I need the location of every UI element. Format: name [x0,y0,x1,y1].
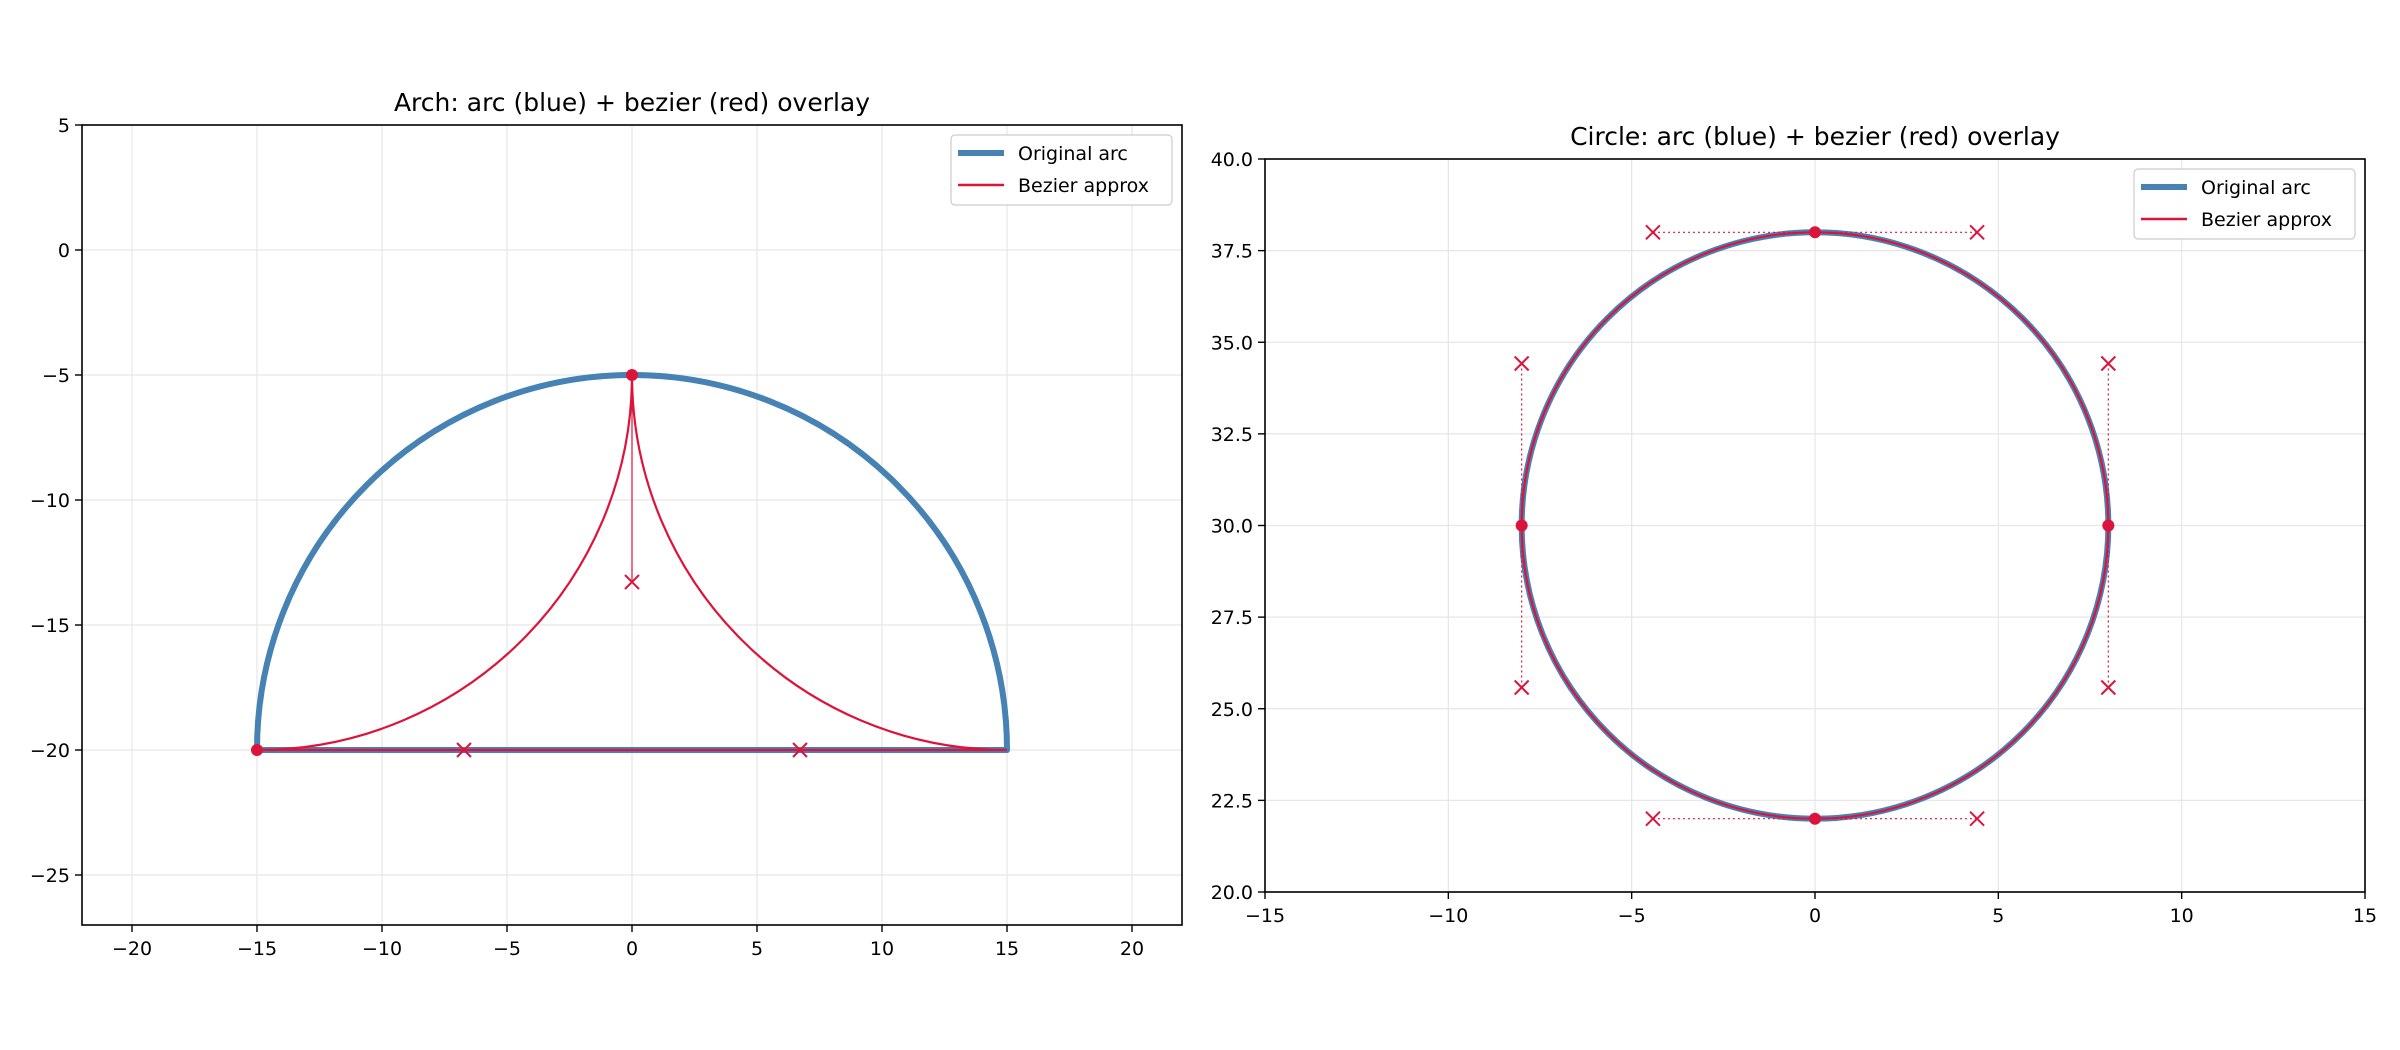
circle-control-point-stroke [1969,810,1985,827]
arch-legend-box [950,134,1173,206]
arch-control-point [624,574,640,590]
arch-x-tick-label: 15 [995,938,1019,960]
arch-y-tick-label: −5 [42,365,70,387]
circle-legend-arc-label: Original arc [2201,177,2311,199]
circle-control-point [2100,355,2117,372]
circle-x-tick-label: −15 [1245,905,1285,927]
arch-x-tick-label: −10 [362,938,402,960]
arch-anchor-point [626,369,638,381]
circle-y-ticks: 20.0 22.5 25.0 27.5 30.0 32.5 35.0 37.5 40.0 [1211,149,1265,904]
arch-control-point-stroke [456,742,472,758]
arch-title: Arch: arc (blue) + bezier (red) overlay [394,88,870,117]
circle-y-tick-label: 20.0 [1211,882,1253,904]
arch-x-tick-label: 10 [870,938,894,960]
circle-y-tick-label: 22.5 [1211,790,1253,812]
circle-x-tick-label: 15 [2353,905,2377,927]
circle-control-point-stroke [1645,810,1661,827]
circle-control-point [2100,679,2117,696]
circle-control-point-stroke [1513,679,1530,696]
arch-y-tick-label: −25 [30,865,70,887]
circle-x-tick-label: 10 [2170,905,2194,927]
arch-plot-area [251,369,1010,758]
circle-y-tick-label: 27.5 [1211,607,1253,629]
circle-legend: Original arc Bezier approx [2133,168,2356,240]
circle-control-point [1969,810,1985,827]
circle-y-tick-label: 25.0 [1211,699,1253,721]
arch-y-tick-label: −15 [30,615,70,637]
circle-y-tick-label: 40.0 [1211,149,1253,171]
arch-anchor-point [251,744,263,756]
circle-anchor-point [1515,519,1528,532]
circle-y-tick-label: 30.0 [1211,516,1253,538]
arch-panel: −20 −15 −10 −5 0 5 10 15 20 −25 −20 −15 −10 −5 0 5 Arc… [30,88,1183,960]
circle-control-point-stroke [1645,224,1661,241]
arch-y-tick-label: 5 [58,115,70,137]
circle-anchor-point [2102,519,2115,532]
arch-x-tick-label: −15 [237,938,277,960]
circle-control-point [1645,810,1661,827]
arch-legend: Original arc Bezier approx [950,134,1173,206]
circle-y-tick-label: 32.5 [1211,424,1253,446]
circle-y-tick-label: 35.0 [1211,332,1253,354]
arch-x-ticks: −20 −15 −10 −5 0 5 10 15 20 [112,925,1144,960]
circle-title: Circle: arc (blue) + bezier (red) overla… [1570,122,2060,151]
arch-control-point [792,742,808,758]
arch-original-arc [629,372,1010,753]
arch-original-arc [254,372,635,753]
arch-control-point-stroke [624,574,640,590]
arch-x-tick-label: −20 [112,938,152,960]
arch-y-tick-label: −10 [30,490,70,512]
circle-plot-area [1513,224,2117,827]
arch-x-tick-label: −5 [493,938,521,960]
arch-bezier-approx [256,374,1008,752]
arch-legend-bezier-label: Bezier approx [1018,175,1149,197]
circle-x-tick-label: −10 [1428,905,1468,927]
arch-x-tick-label: 5 [751,938,763,960]
circle-legend-bezier-label: Bezier approx [2201,209,2332,231]
circle-control-point [1969,224,1985,241]
circle-legend-box [2133,168,2356,240]
arch-legend-arc-label: Original arc [1018,143,1128,165]
circle-x-tick-label: −5 [1618,905,1646,927]
circle-anchor-point [1809,226,1821,239]
arch-y-tick-label: −20 [30,740,70,762]
arch-x-tick-label: 20 [1120,938,1144,960]
circle-x-tick-label: 0 [1809,905,1821,927]
circle-control-point-stroke [2100,679,2117,696]
arch-y-tick-label: 0 [58,240,70,262]
circle-x-ticks: −15 −10 −5 0 5 10 15 [1245,892,2377,927]
circle-control-point [1513,355,1530,372]
circle-control-point-stroke [2100,355,2117,372]
arch-x-tick-label: 0 [626,938,638,960]
circle-anchor-point [1809,812,1821,825]
circle-control-point [1513,679,1530,696]
circle-bezier-approx [1520,231,2110,820]
circle-control-point-stroke [1969,224,1985,241]
circle-y-tick-label: 37.5 [1211,241,1253,263]
arch-y-ticks: −25 −20 −15 −10 −5 0 5 [30,115,82,887]
circle-control-point [1645,224,1661,241]
circle-x-tick-label: 5 [1992,905,2004,927]
circle-control-point-stroke [1513,355,1530,372]
circle-panel: −15 −10 −5 0 5 10 15 20.0 22.5 25.0 27.5 30.0 32.5 3… [1211,122,2377,927]
arch-control-point [456,742,472,758]
arch-control-point-stroke [792,742,808,758]
